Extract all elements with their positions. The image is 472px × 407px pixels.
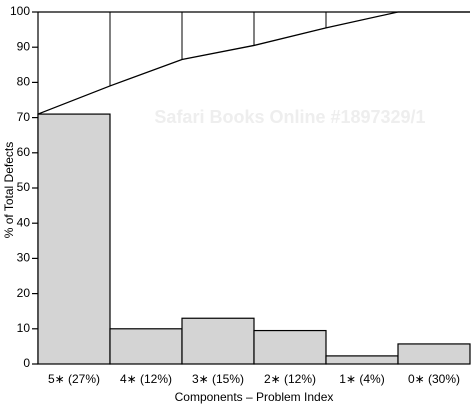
y-tick-label: 90 [17,39,31,53]
x-axis-label: Components – Problem Index [175,390,334,404]
bar [181,317,255,365]
cumulative-line [37,11,470,115]
y-tick-label: 10 [17,321,31,335]
y-tick-label: 70 [17,110,31,124]
bar [325,355,399,365]
y-tick-label: 80 [17,75,31,89]
x-tick-label: 4∗ (12%) [120,372,172,386]
x-tick-label: 3∗ (15%) [192,372,244,386]
x-tick-label: 2∗ (12%) [264,372,316,386]
bar [109,328,183,365]
y-tick-label: 100 [10,4,30,18]
bar [253,329,327,365]
watermark: Safari Books Online #1897329/1 [154,107,425,127]
y-tick-label: 30 [17,251,31,265]
y-axis-label: % of Total Defects [2,142,16,239]
y-tick-label: 20 [17,286,31,300]
x-tick-label: 1∗ (4%) [339,372,384,386]
x-tick-label: 5∗ (27%) [48,372,100,386]
y-tick-label: 50 [17,180,31,194]
y-tick-label: 0 [23,356,30,370]
y-tick-label: 60 [17,145,31,159]
bar [397,343,471,365]
x-tick-label: 0∗ (30%) [408,372,460,386]
bar [37,113,111,365]
y-tick-label: 40 [17,215,31,229]
